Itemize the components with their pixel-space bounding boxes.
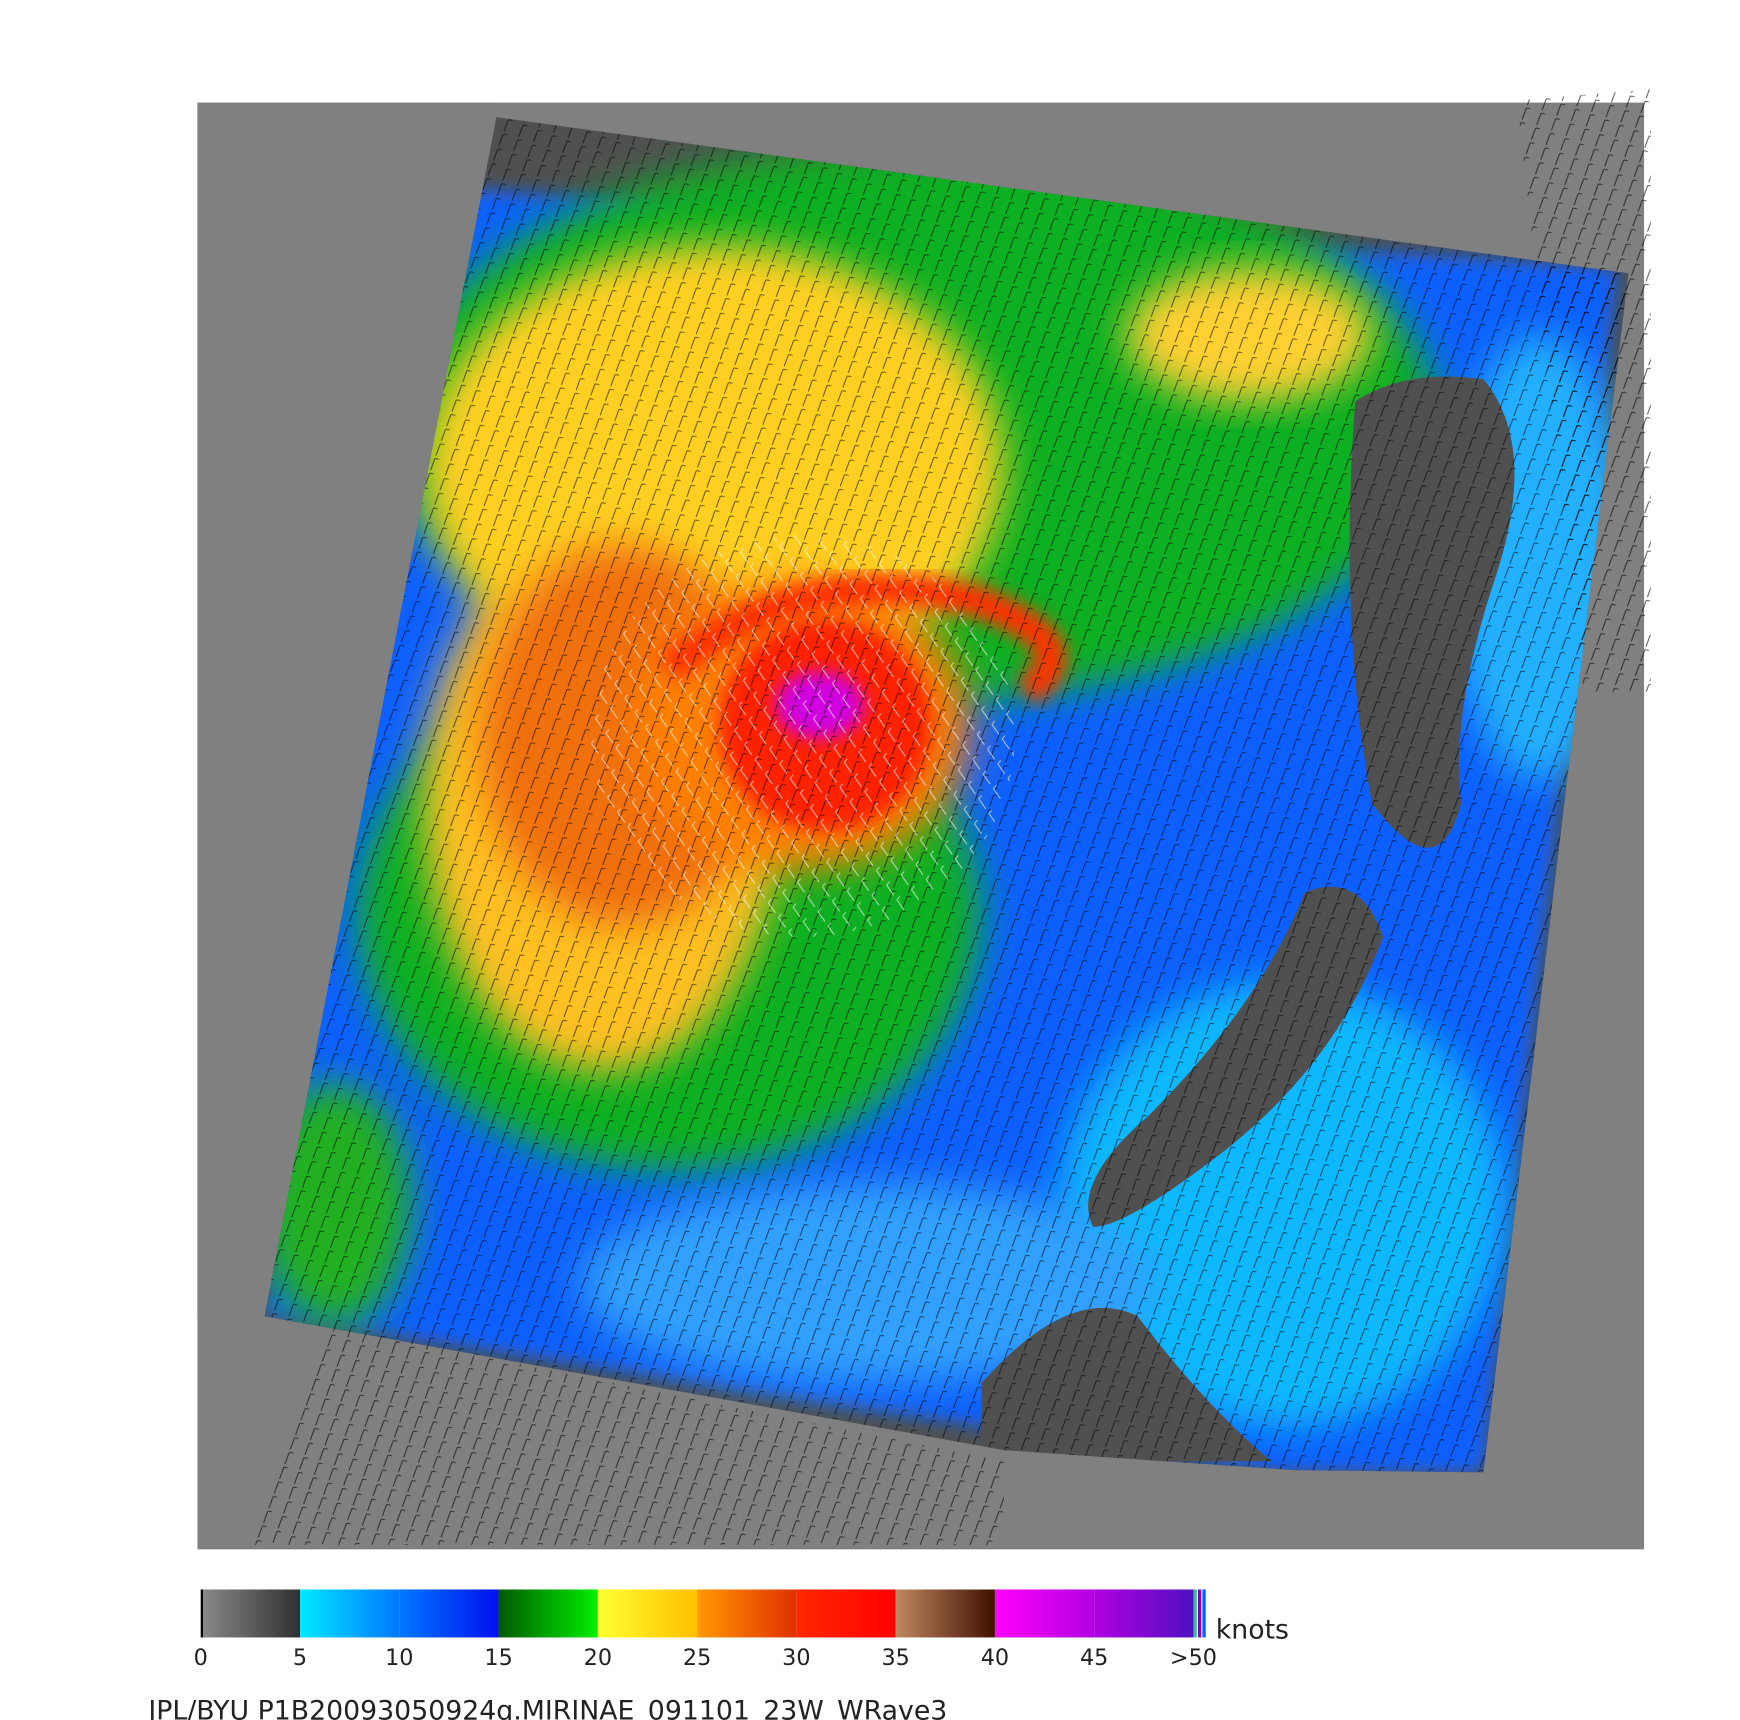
caption: JPL/BYU P1B20093050924q.MIRINAE_091101_2… xyxy=(146,1696,947,1720)
colorbar: 0 5 10 15 20 25 30 35 40 45 >50 xyxy=(194,1589,1217,1671)
colorbar-tick-label: 45 xyxy=(1080,1645,1108,1671)
colorbar-overflow xyxy=(1202,1589,1206,1638)
colorbar-tick-label: >50 xyxy=(1170,1645,1217,1671)
colorbar-segment xyxy=(895,1589,995,1638)
colorbar-segment xyxy=(994,1589,1095,1638)
colorbar-unit: knots xyxy=(1216,1614,1289,1645)
colorbar-segment xyxy=(796,1589,896,1638)
colorbar-tick-label: 25 xyxy=(683,1645,711,1671)
wind-map xyxy=(197,89,1651,1550)
colorbar-tick-label: 15 xyxy=(484,1645,512,1671)
colorbar-segment xyxy=(498,1589,598,1638)
colorbar-overflow xyxy=(1197,1589,1202,1638)
colorbar-tick-label: 30 xyxy=(782,1645,810,1671)
colorbar-segment xyxy=(399,1589,499,1638)
wind-field xyxy=(264,117,1629,1473)
colorbar-tick-label: 40 xyxy=(981,1645,1009,1671)
colorbar-segment xyxy=(1094,1589,1194,1638)
colorbar-segment xyxy=(597,1589,698,1638)
colorbar-segment xyxy=(300,1589,400,1638)
colorbar-tick-label: 20 xyxy=(584,1645,612,1671)
colorbar-tick-label: 5 xyxy=(293,1645,307,1671)
colorbar-segment xyxy=(200,1589,301,1638)
colorbar-tick-label: 10 xyxy=(385,1645,413,1671)
colorbar-tick-label: 35 xyxy=(881,1645,909,1671)
colorbar-tick-label: 0 xyxy=(194,1645,208,1671)
colorbar-segment xyxy=(697,1589,797,1638)
colorbar-overflow xyxy=(1193,1589,1197,1638)
